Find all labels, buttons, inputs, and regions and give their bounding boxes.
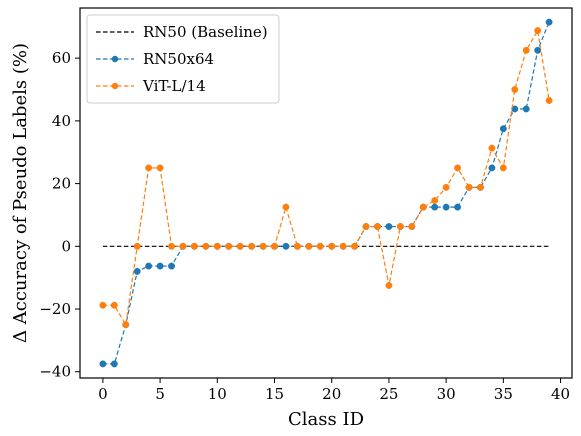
- legend-item: RN50 (Baseline): [96, 23, 268, 41]
- x-tick-label: 5: [155, 385, 165, 403]
- data-point: [488, 144, 496, 152]
- series-layer: [99, 18, 553, 368]
- legend-box: [86, 14, 280, 104]
- data-point: [168, 262, 175, 270]
- x-tick-label: 15: [265, 385, 284, 403]
- data-point: [488, 164, 496, 172]
- data-point: [156, 164, 164, 172]
- data-point: [454, 203, 462, 211]
- legend-item: ViT-L/14: [96, 77, 206, 95]
- x-tick-label: 20: [322, 385, 341, 403]
- axes-frame: [79, 7, 573, 379]
- data-point: [522, 46, 530, 54]
- data-point: [545, 18, 553, 26]
- data-point: [374, 223, 381, 231]
- data-point: [385, 282, 393, 289]
- y-tick-label: −20: [39, 300, 71, 318]
- y-tick-label: 60: [52, 49, 71, 67]
- data-point: [442, 203, 450, 211]
- data-point: [282, 242, 290, 250]
- data-point: [213, 242, 221, 250]
- data-point: [431, 197, 439, 204]
- data-point: [99, 360, 107, 368]
- data-point: [522, 105, 530, 113]
- data-point: [282, 203, 290, 211]
- data-point: [408, 223, 416, 231]
- y-axis-label: Δ Accuracy of Pseudo Labels (%): [10, 43, 31, 343]
- data-point: [168, 242, 175, 250]
- data-point: [145, 262, 153, 270]
- data-point: [179, 242, 187, 250]
- data-point: [110, 301, 118, 309]
- data-point: [236, 242, 244, 250]
- y-tick-label: 40: [52, 112, 71, 130]
- data-point: [110, 360, 118, 368]
- x-tick-label: 35: [494, 385, 513, 403]
- series-2: [99, 27, 553, 329]
- x-tick-label: 10: [208, 385, 227, 403]
- data-point: [99, 301, 107, 309]
- data-point: [316, 242, 324, 250]
- data-point: [511, 105, 519, 113]
- data-point: [133, 242, 141, 250]
- data-point: [499, 164, 507, 172]
- data-point: [259, 242, 267, 250]
- data-point: [362, 223, 370, 231]
- legend-label: RN50 (Baseline): [143, 23, 268, 41]
- data-point: [534, 46, 542, 54]
- data-point: [477, 183, 484, 191]
- legend: RN50 (Baseline) RN50x64 ViT-L/14: [86, 14, 280, 104]
- data-point: [419, 203, 427, 211]
- y-tick-label: 0: [61, 237, 71, 255]
- data-point: [499, 125, 507, 133]
- y-tick-label: 20: [52, 175, 71, 193]
- x-tick-label: 25: [379, 385, 398, 403]
- data-point: [351, 242, 359, 250]
- x-axis-label: Class ID: [288, 409, 364, 430]
- data-point: [202, 242, 210, 250]
- data-point: [133, 267, 141, 275]
- legend-item: RN50x64: [96, 50, 214, 68]
- data-point: [534, 27, 542, 35]
- x-tick-label: 30: [437, 385, 456, 403]
- data-point: [396, 223, 404, 231]
- data-point: [385, 223, 393, 231]
- data-point: [545, 97, 553, 104]
- ticks-layer: 0 5 10 15 20 25 30 35 40 −40 −20 0 20 40 60: [39, 49, 570, 403]
- data-point: [305, 242, 313, 250]
- y-tick-label: −40: [39, 363, 71, 381]
- data-point: [511, 86, 519, 93]
- data-point: [328, 242, 336, 250]
- legend-swatch-marker: [111, 55, 119, 63]
- data-point: [145, 164, 153, 172]
- data-point: [454, 164, 462, 172]
- x-tick-label: 40: [551, 385, 570, 403]
- series-line: [102, 28, 550, 327]
- legend-swatch-marker: [111, 82, 119, 90]
- legend-label: RN50x64: [143, 50, 214, 68]
- data-point: [156, 262, 164, 270]
- legend-label: ViT-L/14: [142, 77, 206, 95]
- data-point: [122, 321, 130, 329]
- data-point: [293, 242, 301, 250]
- data-point: [465, 183, 473, 191]
- plot-frame: [79, 7, 573, 379]
- data-point: [431, 203, 439, 211]
- data-point: [248, 242, 256, 250]
- data-point: [190, 242, 198, 250]
- data-point: [442, 183, 450, 191]
- data-point: [339, 242, 347, 250]
- x-tick-label: 0: [98, 385, 108, 403]
- data-point: [271, 242, 278, 250]
- data-point: [225, 242, 233, 250]
